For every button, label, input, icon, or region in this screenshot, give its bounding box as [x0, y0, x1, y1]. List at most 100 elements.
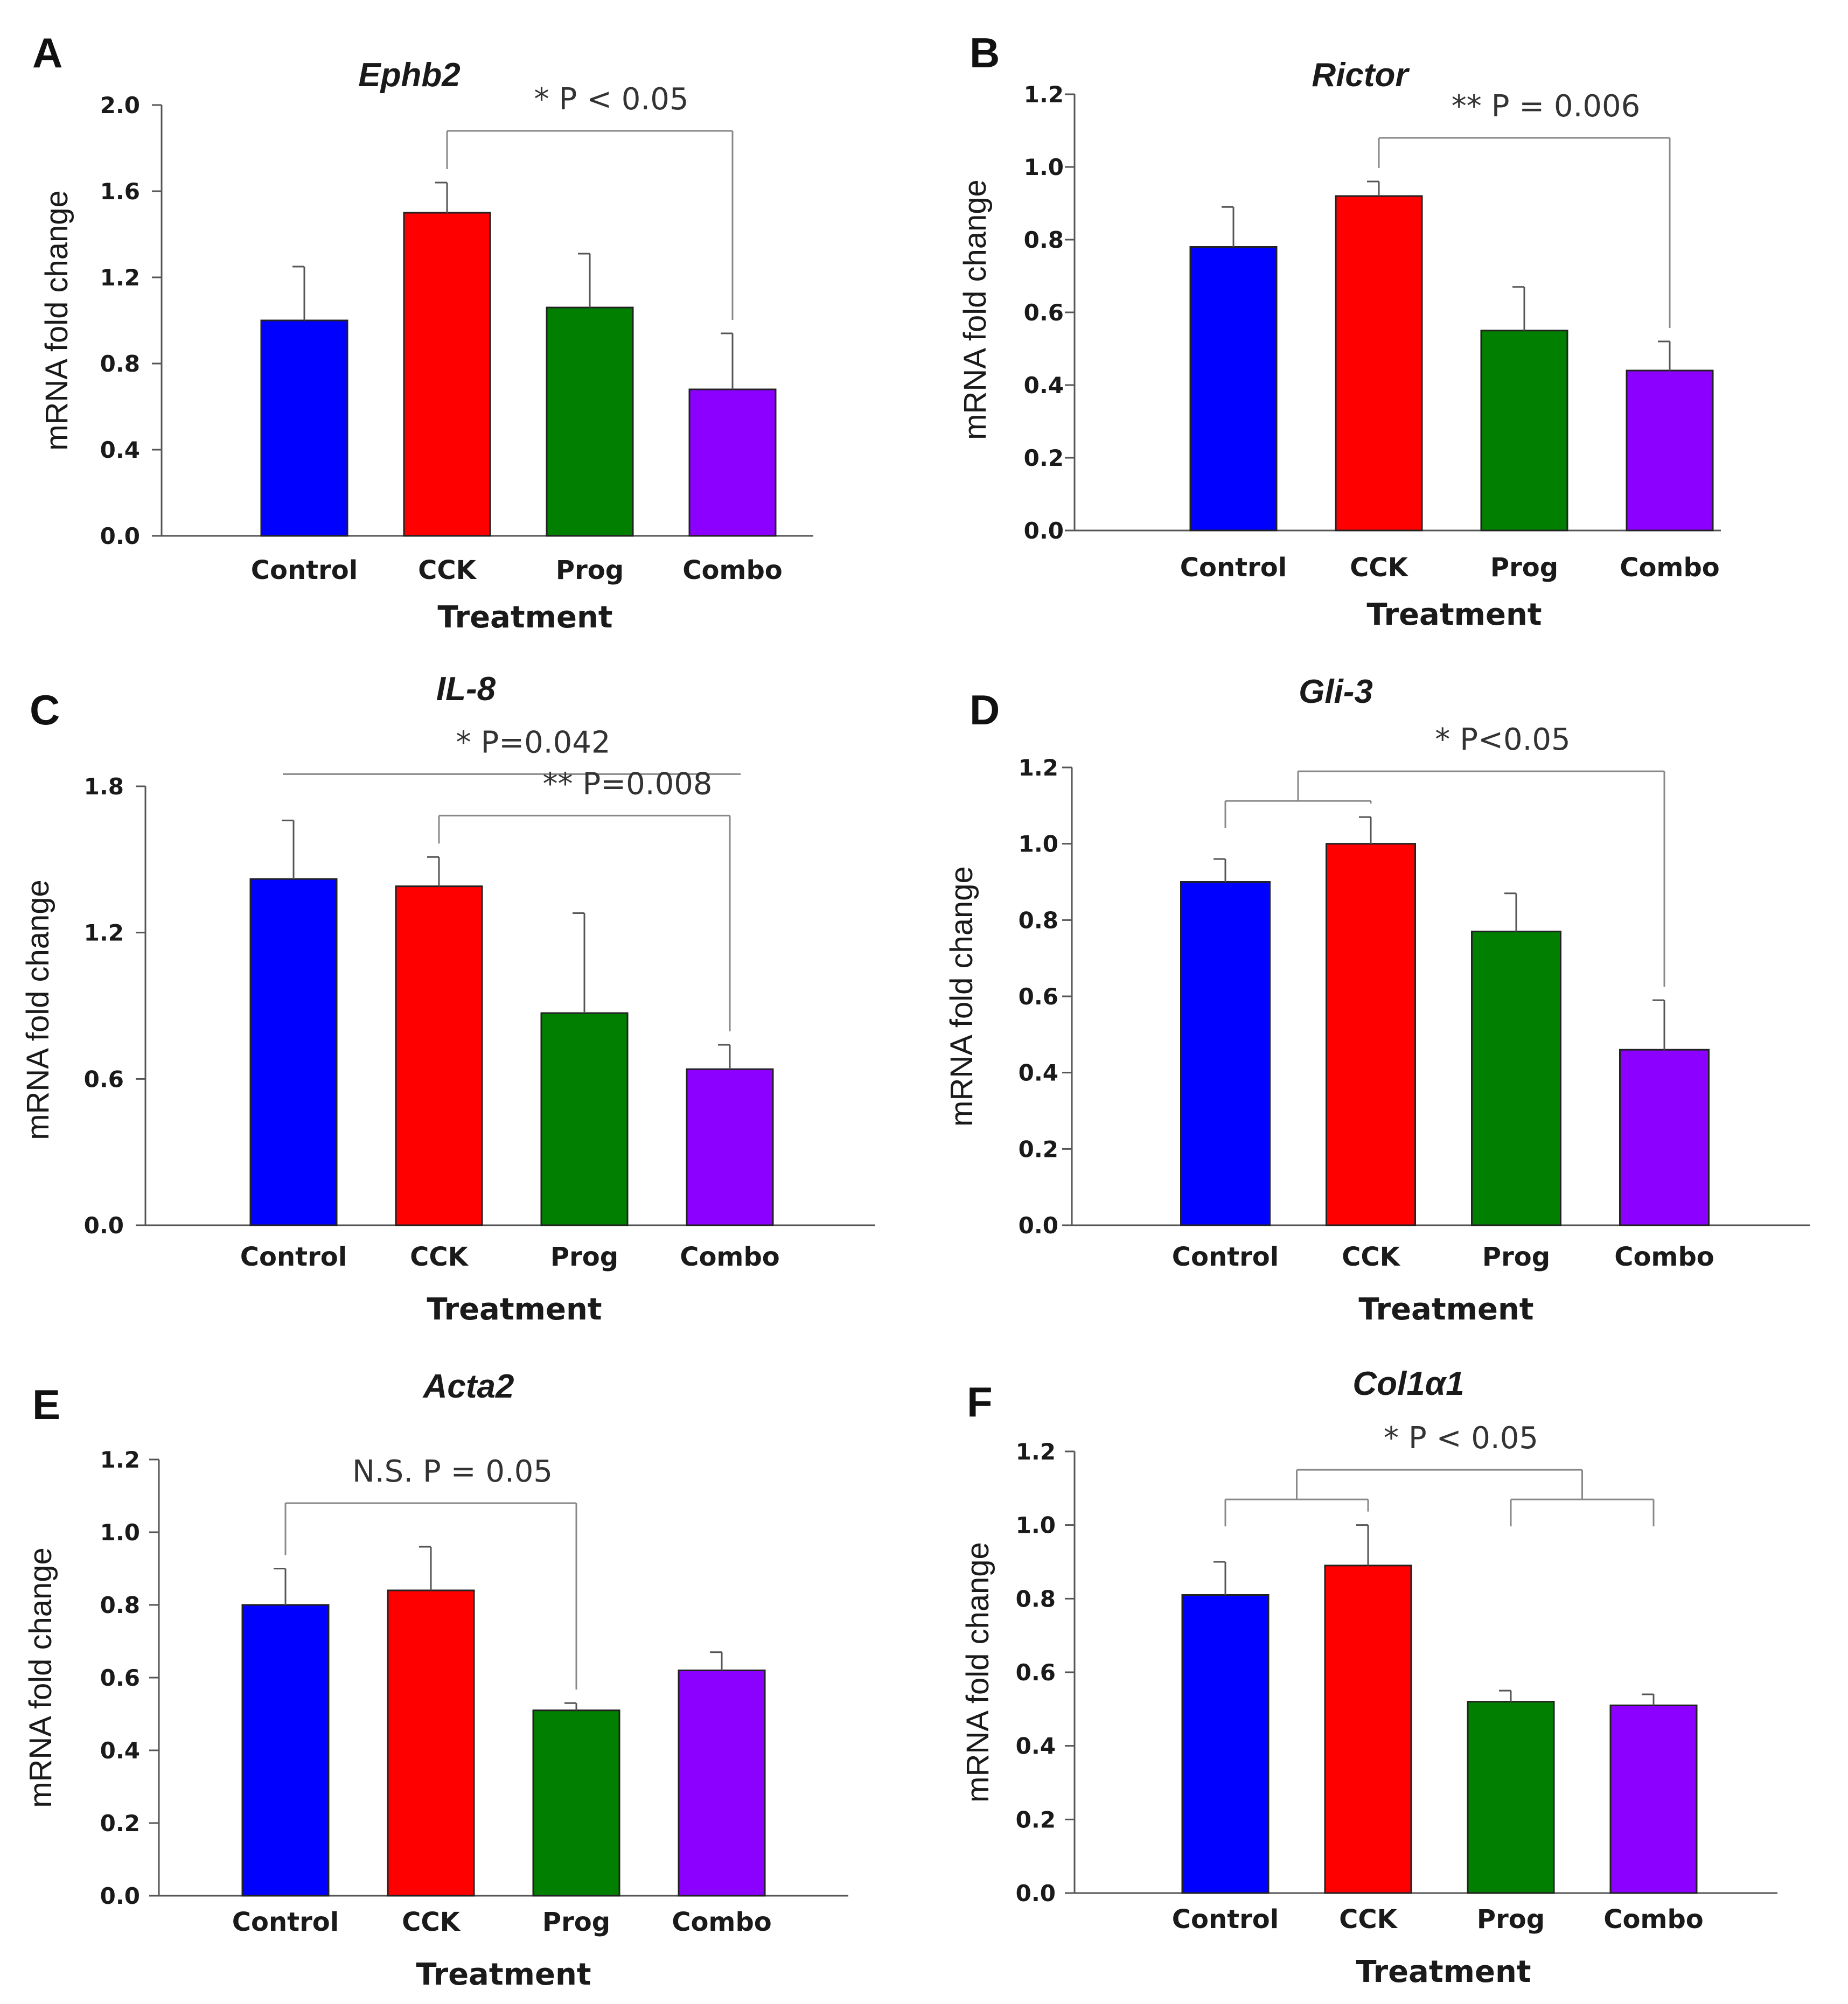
bar-prog	[1480, 330, 1568, 532]
y-tick-label: 0.2	[1016, 1806, 1056, 1833]
chart-title: Gli-3	[1299, 673, 1373, 710]
category-label: Prog	[542, 1907, 610, 1937]
bar-prog	[532, 1709, 620, 1897]
y-tick-label: 0.6	[84, 1066, 124, 1092]
y-tick-label: 0.4	[100, 1737, 140, 1764]
category-label: CCK	[1342, 1242, 1400, 1272]
significance-bracket: * P=0.042	[283, 725, 741, 775]
category-label: Control	[251, 555, 358, 585]
y-axis-title: mRNA fold change	[944, 866, 979, 1127]
y-tick-label: 0.0	[1016, 1880, 1056, 1907]
y-tick-label: 0.0	[1024, 518, 1064, 544]
bar-combo	[688, 388, 777, 537]
significance-label: ** P=0.008	[542, 766, 712, 801]
category-label: CCK	[1350, 553, 1408, 583]
y-tick-label: 0.6	[100, 1665, 140, 1691]
panel-letter: F	[967, 1378, 993, 1426]
panel-D: D Gli-3 0.0 0.2 0.4 0.6 0.8 1.0 1.2 Control CCK Pro…	[944, 673, 1810, 1327]
p-value: P=0.008	[582, 766, 712, 801]
category-label: Prog	[1477, 1904, 1545, 1935]
x-axis-title: Treatment	[1366, 597, 1542, 632]
significance-stars: *	[1384, 1421, 1399, 1456]
bar-prog	[1467, 1701, 1555, 1894]
y-axis-title: mRNA fold change	[958, 179, 993, 440]
y-tick-label: 0.0	[100, 523, 140, 549]
bar-combo	[1626, 369, 1714, 532]
bar-combo	[678, 1670, 766, 1897]
bar-cck	[1335, 195, 1423, 532]
panel-letter: D	[970, 686, 1000, 734]
y-tick-label: 0.2	[1024, 445, 1064, 471]
chart-title: IL-8	[436, 671, 496, 708]
panel-letter: A	[32, 29, 62, 76]
y-tick-label: 0.0	[1019, 1212, 1058, 1239]
bar-control	[249, 878, 338, 1226]
y-tick-label: 0.0	[100, 1883, 140, 1909]
y-tick-label: 1.0	[1016, 1512, 1056, 1539]
significance-bracket: ** P=0.008	[438, 766, 731, 1031]
category-label: Prog	[550, 1242, 618, 1272]
y-tick-label: 1.6	[100, 178, 140, 205]
significance-label: * P < 0.05	[534, 82, 689, 117]
panel-letter: C	[30, 686, 60, 734]
category-label: Control	[240, 1242, 347, 1272]
significance-stars: *	[534, 82, 549, 117]
significance-bracket: * P < 0.05	[1224, 1421, 1655, 1527]
category-label: CCK	[402, 1907, 461, 1937]
p-value: P < 0.05	[1408, 1421, 1538, 1456]
y-tick-label: 0.8	[100, 1592, 140, 1618]
bar-prog	[1471, 931, 1561, 1226]
category-label: CCK	[418, 555, 477, 585]
y-axis-title: mRNA fold change	[39, 190, 74, 451]
y-tick-label: 1.2	[84, 920, 124, 946]
chart-title: Col1α1	[1352, 1365, 1464, 1402]
bar-cck	[387, 1589, 475, 1897]
significance-stars: *	[1435, 722, 1450, 757]
chart-title: Ephb2	[358, 57, 460, 94]
y-tick-label: 1.0	[100, 1519, 140, 1546]
category-label: Control	[1172, 1242, 1279, 1272]
bar-prog	[546, 306, 634, 537]
x-axis-title: Treatment	[1358, 1292, 1533, 1327]
significance-label: * P<0.05	[1435, 722, 1570, 757]
significance-stars: N.S.	[352, 1454, 413, 1489]
bar-control	[260, 319, 348, 537]
significance-label: * P=0.042	[456, 725, 610, 760]
y-tick-label: 0.2	[100, 1810, 140, 1837]
x-axis-title: Treatment	[437, 600, 612, 635]
y-tick-label: 0.4	[1019, 1060, 1058, 1086]
significance-label: * P < 0.05	[1384, 1421, 1538, 1456]
significance-label: ** P = 0.006	[1452, 89, 1641, 124]
y-tick-label: 1.2	[1016, 1439, 1056, 1465]
y-axis-title: mRNA fold change	[960, 1542, 995, 1803]
bar-control	[241, 1604, 330, 1897]
bar-cck	[395, 885, 483, 1226]
y-tick-label: 2.0	[100, 92, 140, 118]
y-tick-label: 0.8	[100, 351, 140, 377]
y-tick-label: 0.8	[1016, 1586, 1056, 1612]
p-value: P = 0.006	[1491, 89, 1641, 124]
bar-combo	[1609, 1705, 1698, 1894]
y-tick-label: 0.0	[84, 1212, 124, 1239]
y-axis-title: mRNA fold change	[23, 1547, 58, 1808]
category-label: Combo	[1603, 1904, 1704, 1935]
y-tick-label: 1.0	[1019, 831, 1058, 857]
bar-cck	[1326, 843, 1416, 1226]
category-label: Prog	[1490, 553, 1558, 583]
significance-stars: **	[542, 766, 573, 801]
bar-cck	[1324, 1565, 1412, 1894]
category-label: Control	[1180, 553, 1287, 583]
category-label: Control	[1172, 1904, 1279, 1935]
y-tick-label: 1.2	[100, 264, 140, 291]
y-tick-label: 0.4	[100, 437, 140, 463]
x-axis-title: Treatment	[1356, 1954, 1531, 1989]
y-tick-label: 0.8	[1019, 907, 1058, 933]
panel-A: A Ephb2 0.0 0.4 0.8 1.2 1.6 2.0 Control CCK Prog Co…	[32, 29, 813, 635]
y-tick-label: 1.2	[1024, 81, 1064, 108]
y-tick-label: 0.4	[1024, 372, 1064, 399]
category-label: Combo	[680, 1242, 780, 1272]
p-value: P=0.042	[480, 725, 610, 760]
p-value: P<0.05	[1460, 722, 1570, 757]
chart-title: Acta2	[422, 1368, 514, 1405]
